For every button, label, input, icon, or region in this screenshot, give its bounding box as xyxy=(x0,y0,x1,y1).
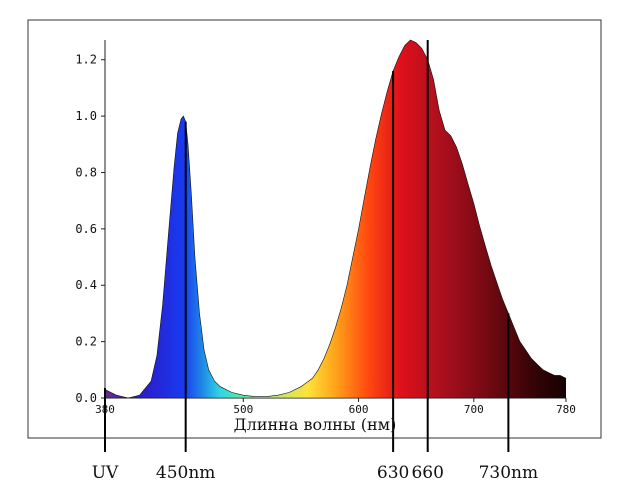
x-axis-ticks: 380500600700780 xyxy=(95,398,576,416)
x-tick-label: 780 xyxy=(556,403,576,416)
marker-label: 660 xyxy=(411,463,443,483)
marker-label: 730nm xyxy=(479,463,539,483)
y-tick-label: 0.2 xyxy=(75,335,97,349)
wavelength-markers: UV 450nm 630 660 730nm xyxy=(92,40,538,483)
spectrum-series-area xyxy=(105,39,566,399)
y-tick-label: 0.0 xyxy=(75,391,97,405)
chart-border xyxy=(27,19,602,439)
marker-label: UV xyxy=(92,463,119,483)
x-tick-label: 600 xyxy=(349,403,369,416)
y-tick-label: 1.2 xyxy=(75,53,97,67)
y-tick-label: 1.0 xyxy=(75,109,97,123)
x-axis-label: Длинна волны (нм) xyxy=(234,415,397,434)
marker-label: 450nm xyxy=(156,463,216,483)
y-tick-label: 0.6 xyxy=(75,222,97,236)
marker-label: 630 xyxy=(377,463,409,483)
x-tick-label: 700 xyxy=(464,403,484,416)
x-tick-label: 500 xyxy=(233,403,253,416)
spectrum-area xyxy=(105,39,566,399)
y-axis-ticks: 0.0 0.2 0.4 0.6 0.8 1.0 1.2 xyxy=(75,53,105,405)
y-tick-label: 0.4 xyxy=(75,278,97,292)
y-tick-label: 0.8 xyxy=(75,165,97,179)
